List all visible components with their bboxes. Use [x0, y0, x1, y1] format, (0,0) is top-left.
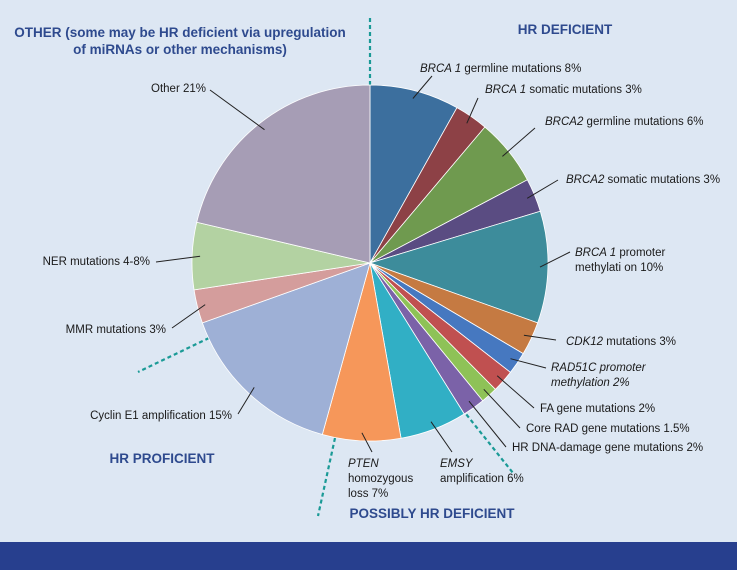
leader-line-9 [483, 388, 521, 429]
leader-line-11 [430, 421, 453, 453]
leader-line-10 [468, 400, 507, 448]
leader-line-3 [502, 127, 536, 157]
pie-chart: BRCA 1 germline mutations 8% BRCA 1 somat… [14, 18, 720, 521]
leader-line-5 [539, 251, 571, 268]
slice-label-11: EMSY amplification 6% [440, 458, 524, 485]
slice-label-3: BRCA2 germline mutations 6% [545, 116, 704, 128]
group-label-1: OTHER (some may be HR deficient via upre… [14, 25, 346, 57]
group-label-2: HR DEFICIENT [518, 22, 613, 37]
group-label-4: POSSIBLY HR DEFICIENT [349, 506, 515, 521]
group-label-3: HR PROFICIENT [109, 451, 215, 466]
leader-line-6 [523, 334, 557, 341]
slice-label-4: BRCA2 somatic mutations 3% [566, 174, 720, 186]
slice-label-14: MMR mutations 3% [66, 324, 166, 336]
slice-label-7: RAD51C promoter methylation 2% [551, 362, 647, 389]
slice-label-15: NER mutations 4-8% [43, 256, 150, 268]
leader-line-15 [155, 255, 201, 263]
pie-slice-5 [368, 210, 549, 324]
pie-slices [191, 84, 549, 442]
slice-labels: BRCA 1 germline mutations 8% BRCA 1 somat… [43, 63, 720, 500]
slice-label-12: PTEN homozygous loss 7% [348, 458, 413, 500]
group-labels: OTHER (some may be HR deficient via upre… [14, 22, 613, 521]
leader-line-13 [237, 387, 255, 415]
slice-label-1: BRCA 1 germline mutations 8% [420, 63, 581, 75]
slice-label-16: Other 21% [151, 83, 206, 95]
leader-line-12 [361, 432, 373, 453]
leader-line-7 [510, 358, 547, 369]
leader-line-4 [526, 179, 559, 199]
bottom-bar [0, 542, 737, 570]
group-divider-3 [316, 437, 337, 517]
leader-line-1 [412, 75, 433, 99]
leader-line-16 [209, 89, 265, 131]
leader-line-2 [466, 97, 479, 124]
slice-label-5: BRCA 1 promoter methylati on 10% [575, 247, 666, 274]
slice-label-2: BRCA 1 somatic mutations 3% [485, 84, 642, 96]
leader-line-8 [496, 375, 535, 409]
slice-label-8: FA gene mutations 2% [540, 403, 655, 415]
leader-lines [155, 75, 571, 453]
pie-slice-1 [369, 84, 458, 265]
slice-label-9: Core RAD gene mutations 1.5% [526, 423, 690, 435]
slice-label-10: HR DNA-damage gene mutations 2% [512, 442, 703, 454]
slice-label-6: CDK12 mutations 3% [566, 336, 676, 348]
leader-line-14 [171, 304, 206, 329]
group-dividers [137, 18, 514, 517]
slice-label-13: Cyclin E1 amplification 15% [90, 410, 232, 422]
group-divider-2 [137, 337, 210, 373]
pie-slice-13 [201, 262, 371, 435]
pie-slice-16 [196, 84, 371, 264]
